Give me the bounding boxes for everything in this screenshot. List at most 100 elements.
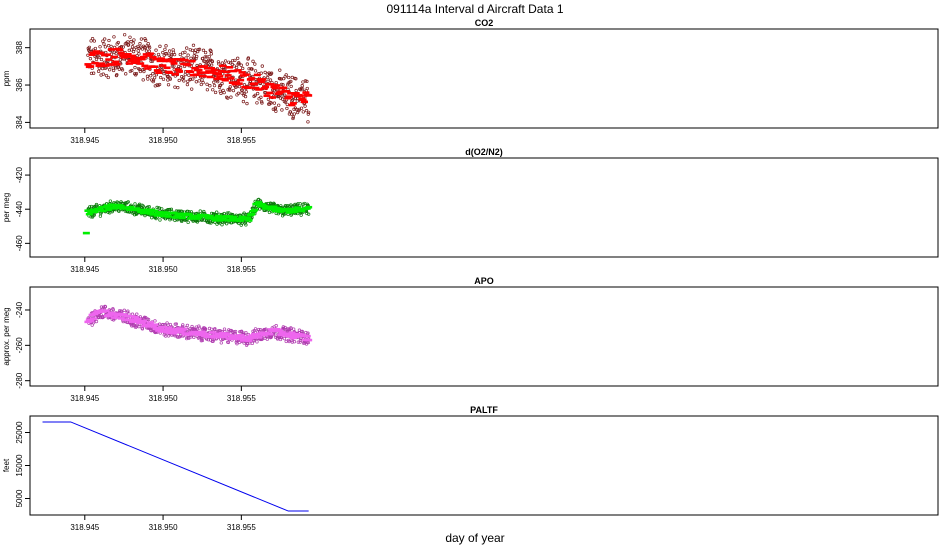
data-point — [250, 341, 254, 345]
data-point — [259, 99, 264, 104]
data-point — [103, 37, 107, 41]
data-point — [94, 204, 98, 208]
data-point — [266, 75, 270, 80]
data-point — [294, 88, 298, 93]
data-point — [97, 55, 101, 59]
data-point — [200, 78, 204, 82]
data-point — [186, 79, 190, 84]
data-point — [220, 223, 224, 227]
data-point — [292, 327, 296, 331]
data-point — [120, 68, 125, 72]
data-point — [138, 42, 142, 46]
data-point — [194, 80, 198, 84]
data-point — [185, 323, 190, 328]
data-point — [241, 99, 246, 104]
x-tick-label: 318.955 — [227, 523, 256, 532]
data-point — [126, 200, 130, 204]
data-point — [203, 327, 208, 331]
data-point — [228, 88, 232, 92]
data-point — [201, 80, 205, 85]
data-point — [280, 108, 284, 112]
data-point — [305, 79, 309, 84]
data-point — [115, 73, 119, 77]
data-point — [149, 59, 153, 63]
data-point — [234, 65, 239, 70]
data-point — [300, 84, 304, 88]
data-point — [266, 97, 271, 101]
plot-frame — [29, 286, 939, 387]
data-point — [285, 102, 289, 107]
y-tick-label: -280 — [15, 372, 24, 389]
panel-1: CO2 ppm 318.945 318.950 318.955 384 386 388 — [2, 18, 939, 145]
data-point — [201, 56, 205, 61]
data-point — [141, 78, 145, 82]
data-point — [304, 109, 309, 113]
data-point — [228, 61, 233, 65]
data-point — [96, 69, 101, 74]
data-point — [170, 64, 175, 68]
data-point — [222, 90, 226, 95]
average-segments — [84, 309, 313, 342]
data-point — [166, 334, 171, 338]
data-point — [207, 58, 211, 62]
data-point — [220, 81, 224, 86]
data-point — [161, 77, 166, 81]
data-point — [239, 63, 243, 67]
data-point — [207, 54, 211, 59]
data-point — [303, 79, 308, 83]
data-point — [211, 88, 215, 92]
data-point — [164, 44, 168, 48]
data-point — [281, 83, 285, 87]
data-point — [267, 210, 272, 215]
data-point — [157, 322, 162, 326]
data-point — [146, 77, 150, 81]
data-point — [295, 99, 299, 103]
data-point — [140, 327, 145, 331]
y-tick-label: -440 — [15, 201, 24, 218]
data-point — [195, 54, 199, 59]
data-point — [236, 91, 241, 95]
main-title: 091114a Interval d Aircraft Data 1 — [387, 2, 564, 16]
data-point — [190, 48, 195, 53]
data-point — [226, 340, 231, 345]
plot-frame — [29, 28, 939, 129]
y-tick-label: 388 — [15, 40, 24, 54]
data-point — [200, 338, 205, 343]
data-point — [245, 101, 249, 106]
data-point — [243, 221, 247, 225]
data-point — [290, 98, 295, 102]
data-point — [169, 207, 174, 211]
data-point — [242, 211, 246, 215]
y-tick-label: 5000 — [15, 489, 24, 507]
data-point — [158, 44, 162, 48]
data-point — [128, 35, 132, 39]
data-point — [300, 329, 304, 334]
data-point — [253, 69, 258, 73]
data-point — [255, 340, 259, 344]
data-point — [187, 73, 191, 77]
data-point — [233, 58, 237, 63]
data-point — [126, 309, 130, 313]
data-point — [289, 79, 293, 84]
data-point — [224, 222, 229, 226]
data-point — [243, 94, 248, 99]
data-point — [285, 106, 289, 111]
data-point — [301, 110, 305, 114]
data-point — [269, 101, 273, 105]
data-point — [291, 115, 295, 119]
data-point — [294, 77, 298, 81]
data-point — [191, 77, 195, 81]
data-point — [126, 40, 130, 44]
panel-title: PALTF — [470, 405, 498, 415]
data-point — [223, 59, 228, 63]
data-point — [114, 52, 118, 56]
x-tick-label: 318.950 — [149, 265, 178, 274]
x-axis-label: day of year — [445, 531, 504, 545]
data-point — [157, 82, 162, 87]
data-point — [154, 48, 158, 52]
data-point — [143, 46, 147, 50]
data-point — [183, 50, 187, 54]
y-tick-label: -260 — [15, 337, 24, 354]
data-point — [109, 44, 113, 49]
data-point — [235, 342, 239, 346]
